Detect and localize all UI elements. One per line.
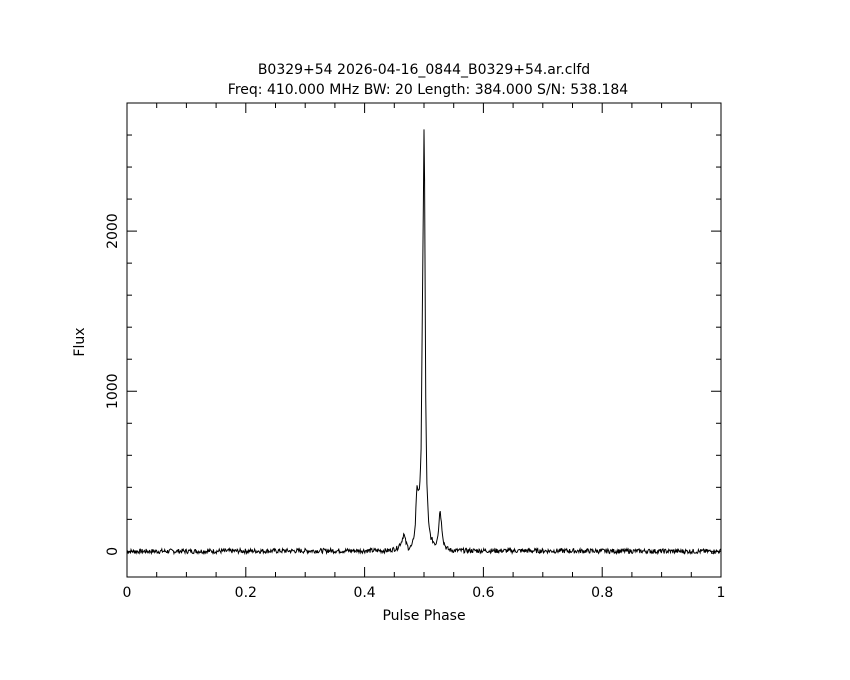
x-tick-label: 0.4 bbox=[353, 585, 375, 601]
y-tick-label: 1000 bbox=[105, 373, 121, 409]
series-line-profile bbox=[126, 129, 722, 556]
x-tick-label: 0.6 bbox=[472, 585, 494, 601]
y-tick-label: 2000 bbox=[105, 213, 121, 249]
series-group bbox=[126, 129, 722, 556]
y-axis-label: Flux bbox=[72, 327, 88, 356]
x-tick-label: 1 bbox=[717, 585, 726, 601]
x-axis-label: Pulse Phase bbox=[382, 608, 465, 624]
x-tick-label: 0 bbox=[123, 585, 132, 601]
x-tick-label: 0.8 bbox=[591, 585, 613, 601]
axis-ticks: 0 0.2 0.4 0.6 0.8 1 0 1000 2000 bbox=[105, 102, 726, 601]
x-tick-label: 0.2 bbox=[235, 585, 257, 601]
chart-subtitle: Freq: 410.000 MHz BW: 20 Length: 384.000… bbox=[228, 82, 628, 98]
chart-title: B0329+54 2026-04-16_0844_B0329+54.ar.clf… bbox=[258, 62, 590, 78]
y-tick-label: 0 bbox=[105, 547, 121, 556]
